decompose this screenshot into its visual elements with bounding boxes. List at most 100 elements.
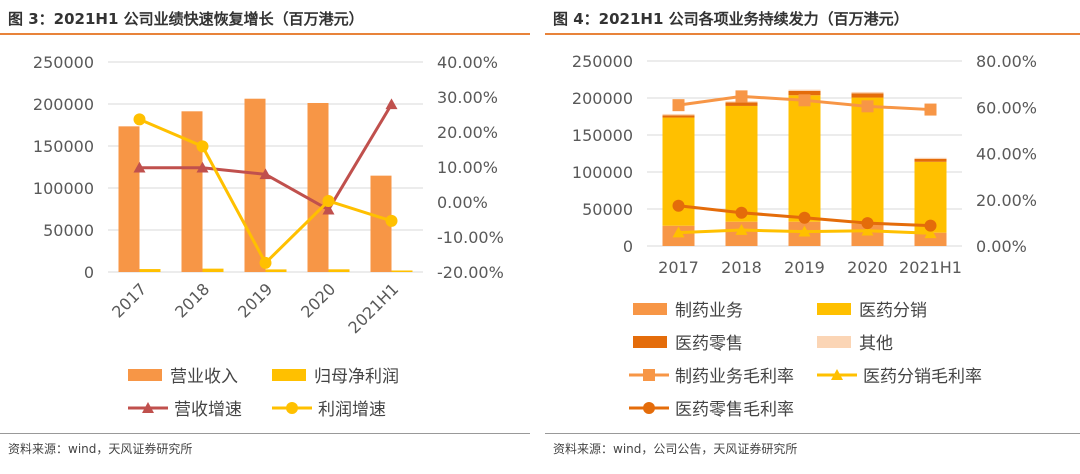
legend-label: 医药零售 <box>675 334 743 354</box>
footer-rule <box>0 433 530 434</box>
legend-item-revenue: 营业收入 <box>128 362 238 387</box>
legend-label: 营收增速 <box>174 400 242 420</box>
legend-item-pharma-margin: 制药业务毛利率 <box>629 362 794 387</box>
legend-item-distribution-margin: 医药分销毛利率 <box>817 362 982 387</box>
circle-marker <box>385 214 398 227</box>
y-right-tick-label: 20.00% <box>437 123 498 142</box>
legend-swatch <box>633 335 667 348</box>
legend-item-other: 其他 <box>817 329 893 354</box>
y-left-tick-label: 0 <box>623 237 633 256</box>
legend-label: 制药业务 <box>675 301 743 321</box>
circle-line-marker-icon <box>629 401 669 414</box>
triangle-marker <box>196 161 209 173</box>
triangle-marker <box>735 224 748 235</box>
title-rule <box>0 33 530 35</box>
legend-swatch <box>633 302 667 315</box>
square-marker <box>798 94 811 107</box>
bar <box>118 126 140 273</box>
x-tick-label: 2021H1 <box>899 258 962 277</box>
business-segment-chart: 0 50000 100000 150000 200000 250000 0.00% 20.00… <box>572 52 1037 277</box>
bar-segment <box>662 115 695 118</box>
x-tick-label: 2019 <box>784 258 825 277</box>
y-left-tick-label: 250000 <box>572 52 633 71</box>
y-right-tick-label: 30.00% <box>437 88 498 107</box>
y-right-tick-label: 0.00% <box>437 193 488 212</box>
y-left-tick-label: 100000 <box>33 179 94 198</box>
legend-label: 医药零售毛利率 <box>675 400 794 420</box>
legend-swatch <box>817 335 851 348</box>
source-note: 资料来源：wind，天风证券研究所 <box>8 442 193 456</box>
triangle-marker <box>924 227 937 239</box>
circle-marker <box>259 256 272 269</box>
figure-title: 图 3：2021H1 公司业绩快速恢复增长（百万港元） <box>8 10 364 28</box>
bar-segment <box>851 97 884 224</box>
right-figure: 图 4：2021H1 公司各项业务持续发力（百万港元） 0 50000 100000… <box>545 0 1080 474</box>
circle-marker <box>322 194 335 207</box>
y-left-tick-label: 50000 <box>582 200 633 219</box>
y-right-tick-label: -10.00% <box>437 228 504 247</box>
bar-segment <box>788 89 821 91</box>
y-left-tick-label: 0 <box>84 263 94 282</box>
square-marker <box>924 103 937 116</box>
circle-marker <box>196 140 209 153</box>
legend-label: 医药分销毛利率 <box>863 367 982 387</box>
legend-swatch <box>272 368 306 381</box>
legend-item-profit-growth: 利润增速 <box>272 395 386 420</box>
legend-label: 营业收入 <box>170 367 238 387</box>
triangle-marker <box>861 224 874 236</box>
y-right-tick-label: 60.00% <box>976 98 1037 117</box>
bar-segment <box>662 113 695 116</box>
circle-marker <box>861 217 874 230</box>
square-marker <box>735 90 748 103</box>
circle-marker <box>672 199 685 212</box>
triangle-line-marker-icon <box>128 401 168 413</box>
circle-line-marker-icon <box>272 401 312 414</box>
y-right-tick-label: 40.00% <box>976 145 1037 164</box>
triangle-marker <box>133 161 146 173</box>
circle-marker <box>924 219 937 232</box>
bar <box>328 269 350 272</box>
triangle-marker <box>322 203 335 215</box>
bar-segment <box>725 105 758 222</box>
bar-segment <box>725 102 758 106</box>
legend-item-retail-margin: 医药零售毛利率 <box>629 395 794 420</box>
y-right-tick-label: 20.00% <box>976 191 1037 210</box>
bar <box>265 269 287 272</box>
bar <box>139 269 161 272</box>
figure-title: 图 4：2021H1 公司各项业务持续发力（百万港元） <box>553 10 909 28</box>
x-tick-label: 2017 <box>658 258 699 277</box>
y-left-tick-label: 150000 <box>572 126 633 145</box>
bar-segment <box>788 90 821 96</box>
x-tick-label: 2021H1 <box>344 279 402 337</box>
triangle-marker <box>672 226 685 238</box>
circle-marker <box>133 113 146 126</box>
legend-label: 归母净利润 <box>314 367 399 387</box>
legend-label: 制药业务毛利率 <box>675 367 794 387</box>
triangle-marker <box>385 98 398 110</box>
x-tick-label: 2018 <box>721 258 762 277</box>
bar <box>181 111 203 272</box>
y-left-tick-label: 150000 <box>33 137 94 156</box>
circle-marker <box>735 206 748 219</box>
legend-swatch <box>128 368 162 381</box>
y-left-tick-label: 200000 <box>33 95 94 114</box>
bar <box>370 175 392 272</box>
legend-label: 其他 <box>859 334 893 354</box>
y-right-tick-label: 10.00% <box>437 158 498 177</box>
y-left-tick-label: 200000 <box>572 89 633 108</box>
bar-segment <box>788 95 821 222</box>
bar-segment <box>851 93 884 98</box>
left-figure: 图 3：2021H1 公司业绩快速恢复增长（百万港元） 0 50000 100000… <box>0 0 530 474</box>
legend-item-net-profit: 归母净利润 <box>272 362 399 387</box>
legend-item-pharma: 制药业务 <box>633 296 743 321</box>
legend-swatch <box>817 302 851 315</box>
triangle-line-marker-icon <box>817 368 857 380</box>
bar-segment <box>914 158 947 162</box>
triangle-marker <box>259 168 272 180</box>
source-note: 资料来源：wind，公司公告，天风证券研究所 <box>553 442 798 456</box>
x-tick-label: 2020 <box>847 258 888 277</box>
square-marker <box>672 99 685 112</box>
bar <box>307 102 329 272</box>
bar <box>391 270 413 272</box>
